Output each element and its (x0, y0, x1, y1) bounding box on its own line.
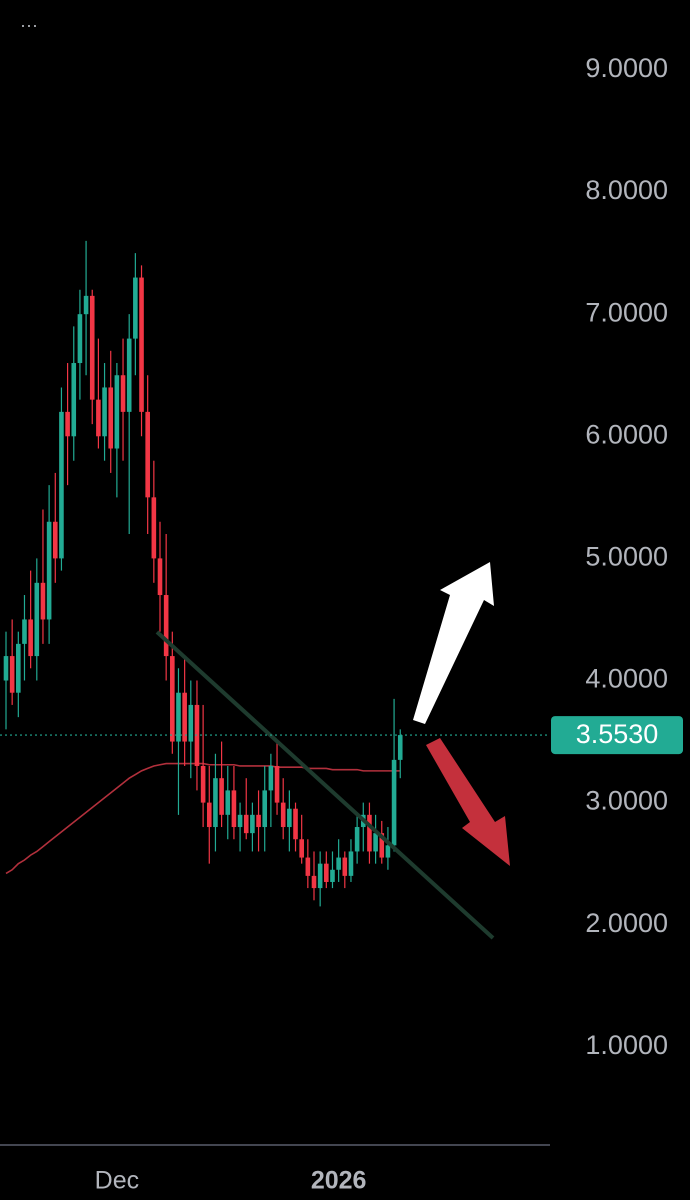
candle-body (268, 765, 274, 791)
last-price-box (551, 716, 683, 755)
trend-line (155, 630, 495, 940)
x-tick-label: Dec (95, 1167, 139, 1195)
candle-body (219, 778, 224, 815)
candle-body (102, 387, 107, 437)
candle-body (225, 790, 231, 815)
candle-body (157, 558, 163, 596)
candle-body (40, 582, 46, 620)
candle-body (182, 692, 187, 742)
candle-body (16, 643, 21, 693)
candle-body (293, 808, 298, 840)
y-tick-label: 5.0000 (585, 542, 668, 572)
candle-body (200, 765, 206, 803)
candle-body (120, 375, 126, 412)
candle-body (256, 814, 261, 828)
candle-body (330, 869, 335, 882)
candle-body (213, 778, 218, 828)
candle-body (22, 619, 27, 644)
y-tick-label: 6.0000 (585, 419, 668, 449)
y-tick-label: 9.0000 (585, 53, 668, 83)
y-tick-label: 1.0000 (585, 1030, 668, 1060)
y-tick-label: 2.0000 (585, 908, 668, 938)
candle-body (311, 875, 317, 889)
candle-body (52, 521, 58, 559)
candle-body (274, 765, 280, 803)
candle-body (250, 814, 255, 834)
candle-body (176, 692, 181, 742)
y-tick-label: 7.0000 (585, 297, 668, 327)
candle-body (65, 411, 70, 437)
candle-body (89, 295, 95, 400)
candle-body (336, 857, 341, 870)
candle-body (96, 399, 101, 437)
candle-body (354, 827, 360, 852)
candle-body (126, 338, 132, 412)
candle-body (348, 851, 354, 876)
candle-body (299, 839, 304, 858)
candle-body (163, 595, 169, 657)
candle-body (3, 656, 9, 681)
candle-body (151, 497, 157, 559)
y-tick-label: 4.0000 (585, 664, 668, 694)
y-tick-label: 8.0000 (585, 175, 668, 205)
candle-body (170, 656, 175, 742)
candle-body (342, 857, 348, 876)
candle-body (280, 802, 286, 828)
candle-body (367, 814, 372, 852)
candle-body (9, 656, 15, 693)
candle-body (397, 735, 403, 760)
candle-body (133, 277, 138, 339)
y-tick-label: 3.0000 (585, 786, 668, 816)
candle-body (305, 857, 311, 876)
candle-body (108, 387, 114, 449)
candle-body (206, 802, 212, 828)
candle-body (243, 814, 249, 834)
candle-body (59, 411, 64, 559)
candle-body (139, 277, 144, 412)
plot-area (3, 240, 403, 907)
candle-body (391, 759, 397, 846)
up-arrow (413, 562, 494, 724)
candle-body (317, 863, 323, 889)
candle-body (71, 363, 77, 437)
candle-body (28, 619, 33, 657)
candle-body (287, 808, 292, 828)
candle-body (77, 314, 83, 364)
candle-body (237, 814, 243, 828)
candle-body (34, 582, 40, 657)
candle-body (385, 845, 391, 858)
candle-body (83, 295, 89, 315)
candle-body (324, 863, 329, 882)
candle-body (262, 790, 268, 828)
candle-body (188, 704, 194, 742)
candle-body (145, 411, 150, 498)
candle-body (379, 833, 385, 858)
down-arrow (426, 738, 510, 866)
candle-body (231, 790, 237, 828)
candle-body (373, 833, 378, 852)
candle-body (114, 375, 120, 449)
candle-body (46, 521, 52, 620)
x-tick-label: 2026 (311, 1167, 367, 1195)
menu-dots[interactable]: ··· (20, 15, 38, 35)
last-price-label: 3.5530 (576, 719, 659, 749)
